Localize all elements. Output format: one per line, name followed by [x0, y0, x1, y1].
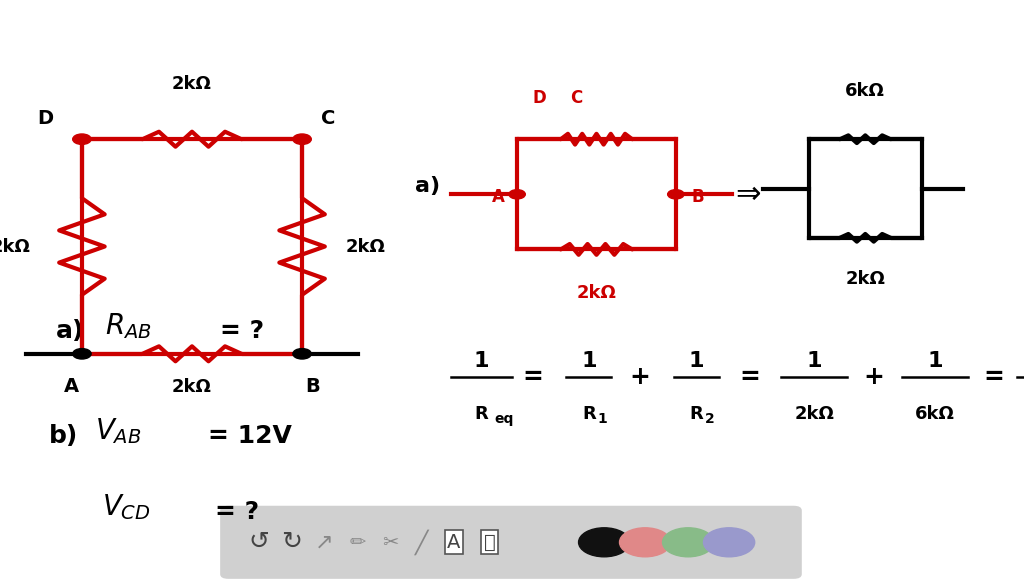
Text: R: R [474, 405, 488, 423]
Text: 2kΩ: 2kΩ [846, 270, 885, 288]
Text: 1: 1 [473, 351, 489, 371]
Text: ↗: ↗ [315, 532, 334, 552]
Circle shape [293, 349, 311, 359]
Text: b): b) [49, 424, 79, 448]
Text: 2kΩ: 2kΩ [0, 237, 30, 256]
Text: +: + [630, 365, 650, 389]
Circle shape [579, 528, 630, 557]
Circle shape [668, 190, 684, 199]
Text: 1: 1 [806, 351, 822, 371]
Text: ↻: ↻ [282, 530, 302, 554]
Text: ⇒: ⇒ [735, 180, 760, 209]
Text: =: = [522, 365, 543, 389]
Text: +: + [863, 365, 884, 389]
Text: 1: 1 [927, 351, 943, 371]
Text: ↺: ↺ [249, 530, 269, 554]
Text: ✏: ✏ [349, 533, 366, 552]
Text: $R_{AB}$: $R_{AB}$ [105, 311, 153, 341]
Circle shape [663, 528, 714, 557]
Text: A: A [446, 533, 461, 552]
Text: 2kΩ: 2kΩ [795, 405, 834, 423]
Text: C: C [321, 108, 335, 128]
Text: a): a) [416, 176, 440, 195]
Text: 2kΩ: 2kΩ [577, 284, 616, 302]
Circle shape [73, 349, 91, 359]
Text: = ?: = ? [220, 318, 264, 343]
Text: =: = [984, 365, 1005, 389]
Circle shape [703, 528, 755, 557]
Text: eq: eq [495, 412, 514, 426]
Text: 6kΩ: 6kΩ [915, 405, 954, 423]
Text: 2kΩ: 2kΩ [346, 237, 385, 256]
Text: = 12V: = 12V [208, 424, 292, 448]
Text: R: R [582, 405, 596, 423]
Text: ╱: ╱ [415, 530, 429, 555]
Text: 6kΩ: 6kΩ [846, 82, 885, 100]
Text: B: B [691, 188, 703, 206]
Text: A: A [65, 377, 79, 396]
Text: A: A [492, 188, 505, 206]
Text: $V_{AB}$: $V_{AB}$ [95, 416, 141, 447]
Text: 1: 1 [597, 412, 607, 426]
Text: R: R [689, 405, 703, 423]
Circle shape [620, 528, 671, 557]
FancyBboxPatch shape [220, 506, 802, 579]
Circle shape [293, 134, 311, 144]
Text: = ?: = ? [215, 499, 259, 524]
Text: D: D [37, 108, 53, 128]
Text: 2kΩ: 2kΩ [172, 75, 212, 93]
Circle shape [73, 134, 91, 144]
Text: $V_{CD}$: $V_{CD}$ [102, 492, 151, 522]
Text: 1: 1 [688, 351, 705, 371]
Text: 1: 1 [581, 351, 597, 371]
Text: C: C [570, 89, 583, 107]
Text: D: D [532, 89, 547, 107]
Circle shape [509, 190, 525, 199]
Text: ⛰: ⛰ [483, 533, 496, 552]
Text: B: B [305, 377, 319, 396]
Text: 2kΩ: 2kΩ [172, 378, 212, 396]
Text: a): a) [56, 318, 85, 343]
Text: 2: 2 [705, 412, 715, 426]
Text: =: = [739, 365, 760, 389]
Text: ✂: ✂ [382, 533, 398, 552]
